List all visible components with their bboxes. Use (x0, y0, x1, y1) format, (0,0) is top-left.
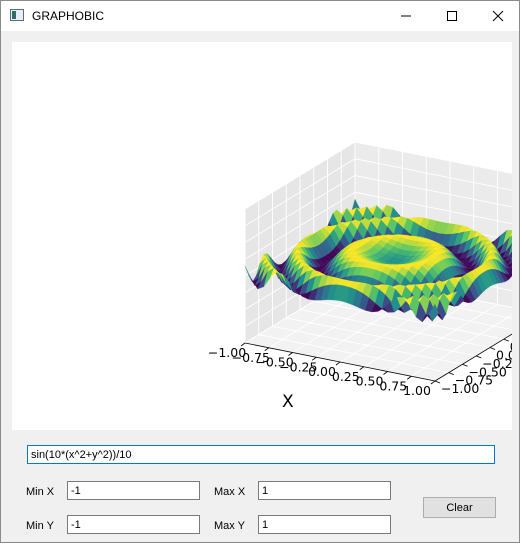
surface-facet (510, 265, 512, 269)
x-tick (240, 342, 246, 347)
min-y-field[interactable] (67, 515, 200, 534)
maximize-button[interactable] (429, 1, 475, 31)
floor-grid-x (387, 304, 498, 372)
x-tick (383, 371, 388, 375)
floor-grid-x (363, 299, 474, 368)
floor-grid-x (411, 314, 512, 377)
surface-mesh (244, 198, 512, 323)
floor-grid-y (313, 300, 504, 340)
y-tick (489, 347, 496, 350)
back-grid-z (354, 141, 512, 174)
x-tick-label: −0.75 (232, 350, 270, 365)
close-button[interactable] (475, 1, 521, 31)
left-grid-z (244, 191, 356, 260)
y-tick (462, 363, 468, 367)
y-tick (448, 372, 454, 375)
x-tick-label: 0.50 (356, 374, 384, 389)
max-x-label: Max X (214, 486, 246, 498)
close-icon (492, 10, 504, 22)
expression-input[interactable] (27, 445, 495, 464)
x-tick (335, 361, 341, 366)
y-tick-label: 0.00 (496, 348, 512, 363)
x-tick-label: 0.25 (332, 369, 360, 384)
window-title: GRAPHOBIC (32, 9, 105, 23)
left-grid-z (244, 175, 356, 243)
surface-facet (511, 256, 512, 260)
y-tick-label: −1.00 (441, 381, 479, 396)
max-y-field[interactable] (258, 515, 391, 534)
y-tick (476, 355, 482, 359)
x-tick-label: −1.00 (208, 345, 246, 360)
y-tick-label: −0.25 (482, 356, 512, 371)
surface-facet (428, 303, 439, 322)
y-tick-labels: −1.00−0.75−0.50−0.250.000.250.500.751.00 (434, 338, 512, 396)
surface-facet (509, 271, 512, 275)
x-axis-label: X (282, 392, 294, 412)
y-tick (434, 380, 441, 384)
x-tick-label: 0.75 (379, 378, 407, 393)
back-grid-z (354, 158, 512, 191)
back-grid-z (354, 175, 512, 208)
x-tick (359, 366, 364, 371)
x-tick-labels: −1.00−0.75−0.50−0.250.000.250.500.751.00 (208, 342, 436, 398)
floor-grid-y (299, 309, 491, 348)
app-icon (10, 9, 24, 21)
x-tick-label: −0.25 (279, 359, 317, 374)
x-tick (264, 347, 269, 352)
x-tick (288, 352, 293, 356)
x-tick (407, 375, 412, 380)
y-tick (503, 338, 509, 342)
x-tick-label: 1.00 (403, 383, 431, 398)
minimize-icon (401, 15, 411, 17)
left-grid-z (244, 158, 356, 227)
y-tick-label: −0.50 (469, 364, 507, 379)
y-tick-label: −0.75 (455, 373, 493, 388)
x-tick (430, 380, 436, 385)
maximize-icon (447, 11, 457, 21)
minimize-button[interactable] (383, 1, 429, 31)
title-bar: GRAPHOBIC (1, 1, 519, 31)
min-x-label: Min X (26, 486, 55, 498)
min-x-field[interactable] (67, 481, 200, 500)
left-grid-z (244, 141, 356, 210)
min-y-label: Min Y (26, 520, 54, 532)
surface-plot: −1.00−0.75−0.50−0.250.000.250.500.751.00… (208, 141, 512, 412)
plot-canvas[interactable]: −1.00 −0.75 −0.50 −0.25 0.00 0.25 0.50 0.75 1.00… (12, 42, 512, 430)
y-tick-label: 0.25 (510, 339, 512, 354)
clear-button[interactable]: Clear (423, 497, 496, 518)
max-y-label: Max Y (214, 520, 245, 532)
x-tick (312, 356, 317, 361)
max-x-field[interactable] (258, 481, 391, 500)
back-grid-z (354, 191, 512, 225)
x-tick-label: 0.00 (308, 364, 336, 379)
x-tick-label: −0.50 (255, 355, 293, 370)
surface-facet (508, 243, 512, 257)
